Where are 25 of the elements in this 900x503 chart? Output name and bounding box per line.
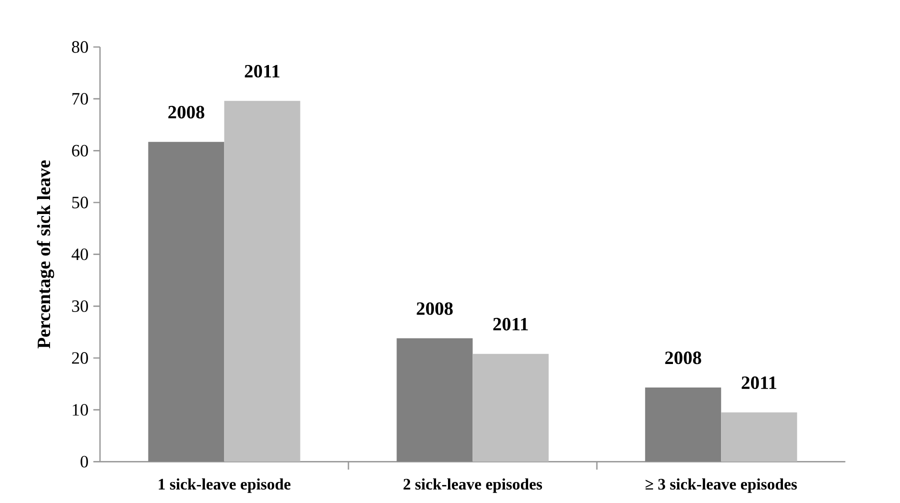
y-tick-label: 80 bbox=[72, 41, 88, 54]
y-tick-label: 30 bbox=[72, 300, 88, 312]
y-tick-label: 60 bbox=[72, 144, 88, 157]
series-label: 2008 bbox=[416, 302, 453, 316]
x-tick-label: 1 sick-leave episode bbox=[158, 478, 290, 494]
text: 2008 bbox=[665, 352, 702, 364]
y-tick-label: 20 bbox=[72, 352, 88, 364]
bar bbox=[396, 338, 473, 462]
text: 2011 bbox=[742, 376, 776, 390]
y-tick-label: 70 bbox=[72, 93, 88, 105]
text: 2008 bbox=[168, 106, 204, 119]
bar bbox=[472, 354, 549, 462]
y-axis-title: Percentage of sick leave bbox=[36, 160, 54, 349]
text: 2011 bbox=[244, 65, 280, 78]
y-tick-label: 50 bbox=[72, 196, 88, 209]
y-tick-label: 40 bbox=[72, 248, 88, 260]
bar bbox=[224, 101, 300, 462]
y-tick-label: 0 bbox=[80, 456, 88, 468]
bar bbox=[148, 142, 224, 462]
x-tick-label: 2 sick-leave episodes bbox=[404, 478, 542, 494]
x-tick-label: ≥ 3 sick-leave episodes bbox=[646, 478, 797, 494]
bar bbox=[645, 388, 722, 462]
y-tick-label: 10 bbox=[72, 404, 88, 416]
series-label: 2011 bbox=[493, 318, 528, 331]
bar bbox=[721, 412, 798, 462]
